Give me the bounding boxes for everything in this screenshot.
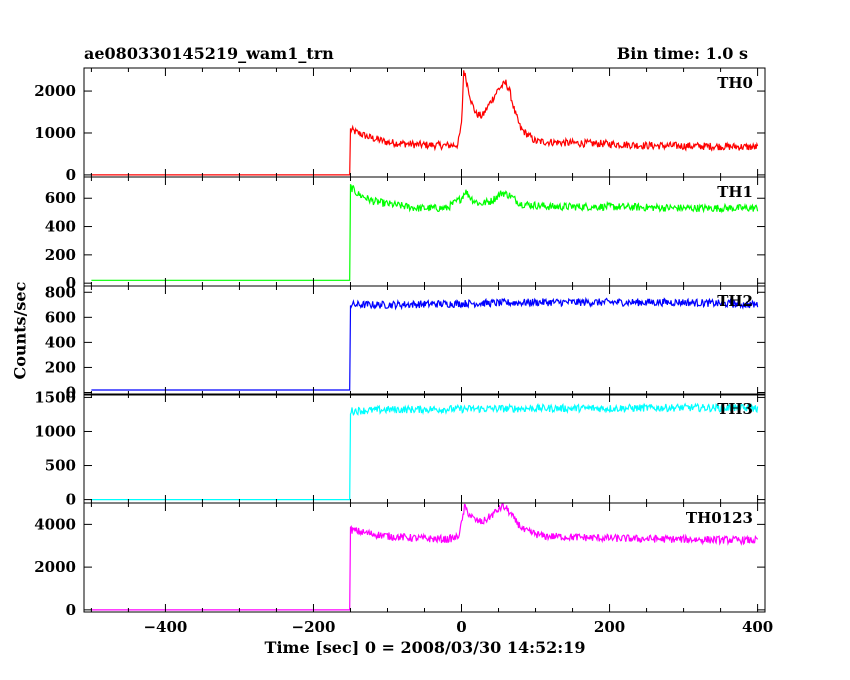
th1-y-tick-label: 200 [45, 246, 76, 264]
th0-y-tick-label: 1000 [34, 124, 76, 142]
th1-y-tick-label: 400 [45, 218, 76, 236]
th2-y-tick-label: 200 [45, 358, 76, 376]
x-tick-label: −400 [143, 618, 187, 636]
th0123-y-tick-label: 4000 [34, 515, 76, 533]
th1-series-line [91, 183, 759, 281]
th0123-y-tick-label: 0 [66, 601, 76, 619]
th0-y-tick-label: 2000 [34, 82, 76, 100]
th3-series-line [91, 402, 759, 501]
th1-y-tick-label: 600 [45, 189, 76, 207]
th3-y-tick-label: 500 [45, 457, 76, 475]
chart-title: ae080330145219_wam1_trn [84, 44, 334, 63]
th0123-y-tick-label: 2000 [34, 558, 76, 576]
th0123-panel-frame [83, 502, 766, 613]
th2-series-line [91, 296, 759, 391]
th2-y-tick-label: 600 [45, 308, 76, 326]
x-axis-label: Time [sec] 0 = 2008/03/30 14:52:19 [264, 638, 586, 657]
x-tick-label: 200 [594, 618, 625, 636]
th1-y-tick-label: 0 [66, 274, 76, 292]
y-axis-label: Counts/sec [10, 281, 30, 380]
th0123-panel-label: TH0123 [686, 509, 753, 527]
th1-panel-label: TH1 [717, 183, 753, 201]
th2-y-tick-label: 0 [66, 383, 76, 401]
th0-panel-label: TH0 [717, 74, 753, 92]
th2-y-tick-label: 800 [45, 283, 76, 301]
x-tick-label: −200 [292, 618, 336, 636]
th3-y-tick-label: 0 [66, 491, 76, 509]
th3-panel-label: TH3 [717, 400, 753, 418]
th2-y-tick-label: 400 [45, 333, 76, 351]
th2-panel-label: TH2 [717, 292, 753, 310]
th0-y-tick-label: 0 [66, 166, 76, 184]
th0123-series-line [91, 502, 759, 611]
x-tick-label: 0 [456, 618, 466, 636]
x-tick-label: 400 [742, 618, 773, 636]
th3-y-tick-label: 1000 [34, 422, 76, 440]
bin-time-label: Bin time: 1.0 s [616, 44, 748, 63]
th3-y-tick-label: 1500 [34, 388, 76, 406]
th0-series-line [91, 70, 759, 176]
th0-panel-frame [83, 67, 766, 178]
th1-panel-frame [83, 176, 766, 287]
